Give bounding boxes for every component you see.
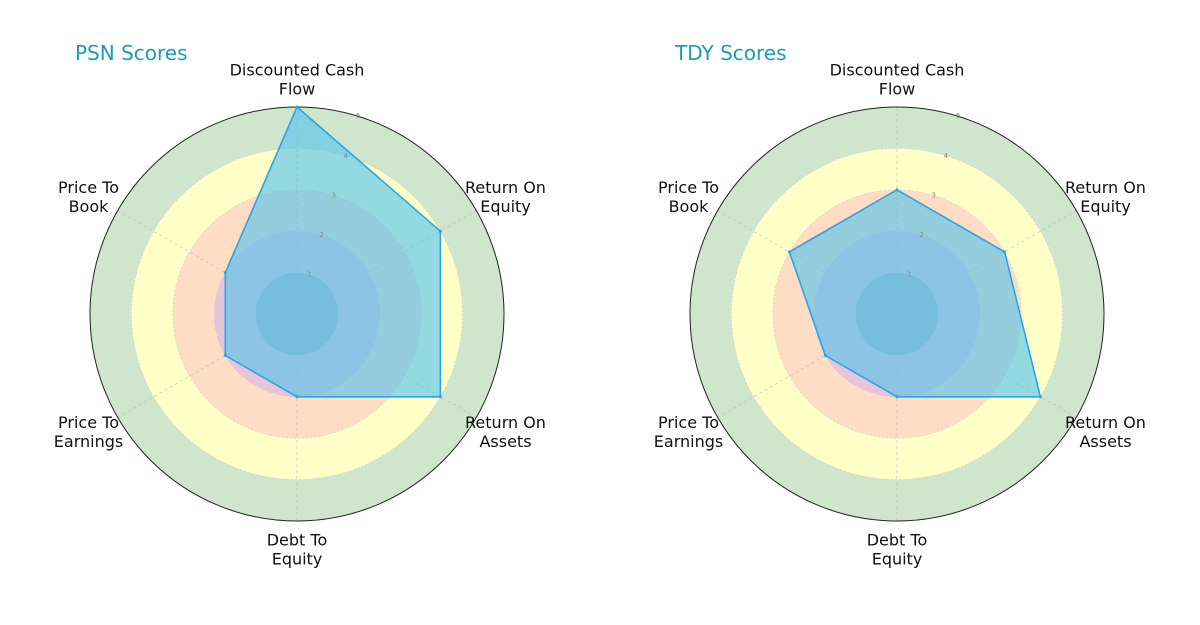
axis-label-return-on-assets: Return On Assets bbox=[1065, 413, 1146, 451]
data-point-return-on-equity bbox=[438, 229, 442, 233]
tdy-radar-chart: 1 2 3 4 5 Discounted Cash Flow Return On Equity R… bbox=[654, 41, 1146, 569]
axis-label-discounted-cash-flow: Discounted Cash Flow bbox=[230, 61, 365, 99]
tick-label-1: 1 bbox=[907, 270, 911, 278]
tick-label-5: 5 bbox=[956, 112, 960, 120]
axis-label-price-to-book: Price To Book bbox=[58, 178, 119, 216]
data-point-discounted-cash-flow bbox=[295, 105, 299, 109]
chart-title: PSN Scores bbox=[75, 41, 188, 65]
data-point-return-on-assets bbox=[438, 395, 442, 399]
axis-label-return-on-assets: Return On Assets bbox=[465, 413, 546, 451]
axis-label-return-on-equity: Return On Equity bbox=[1065, 178, 1146, 216]
spoke-price-to-earnings bbox=[117, 313, 298, 418]
data-point-price-to-book bbox=[787, 250, 791, 254]
spoke-price-to-book bbox=[117, 210, 298, 315]
grid-ring-4 bbox=[731, 148, 1063, 480]
tick-label-4: 4 bbox=[944, 152, 949, 160]
tick-label-1: 1 bbox=[307, 270, 311, 278]
data-point-return-on-assets bbox=[1038, 395, 1042, 399]
tick-label-3: 3 bbox=[331, 191, 335, 199]
chart-title: TDY Scores bbox=[674, 41, 787, 65]
tick-label-4: 4 bbox=[344, 152, 349, 160]
spoke-price-to-earnings bbox=[717, 313, 898, 418]
data-point-discounted-cash-flow bbox=[895, 188, 899, 192]
data-point-return-on-equity bbox=[1003, 250, 1007, 254]
axis-label-discounted-cash-flow: Discounted Cash Flow bbox=[830, 61, 965, 99]
tick-label-2: 2 bbox=[919, 231, 923, 239]
data-point-price-to-book bbox=[223, 271, 227, 275]
data-point-price-to-earnings bbox=[823, 353, 827, 357]
axis-label-debt-to-equity: Debt To Equity bbox=[267, 531, 328, 569]
psn-radar-chart: 1 2 3 4 5 Discounted Cash Flow Return On Equity R… bbox=[54, 41, 546, 569]
axis-label-price-to-book: Price To Book bbox=[658, 178, 719, 216]
axis-label-return-on-equity: Return On Equity bbox=[465, 178, 546, 216]
axis-label-debt-to-equity: Debt To Equity bbox=[867, 531, 928, 569]
data-point-price-to-earnings bbox=[223, 353, 227, 357]
axis-label-price-to-earnings: Price To Earnings bbox=[654, 413, 723, 451]
tick-label-3: 3 bbox=[931, 191, 935, 199]
outer-frame bbox=[689, 106, 1105, 522]
tick-label-5: 5 bbox=[356, 112, 360, 120]
tick-label-2: 2 bbox=[319, 231, 323, 239]
data-point-debt-to-equity bbox=[295, 395, 299, 399]
axis-label-price-to-earnings: Price To Earnings bbox=[54, 413, 123, 451]
data-point-debt-to-equity bbox=[895, 395, 899, 399]
